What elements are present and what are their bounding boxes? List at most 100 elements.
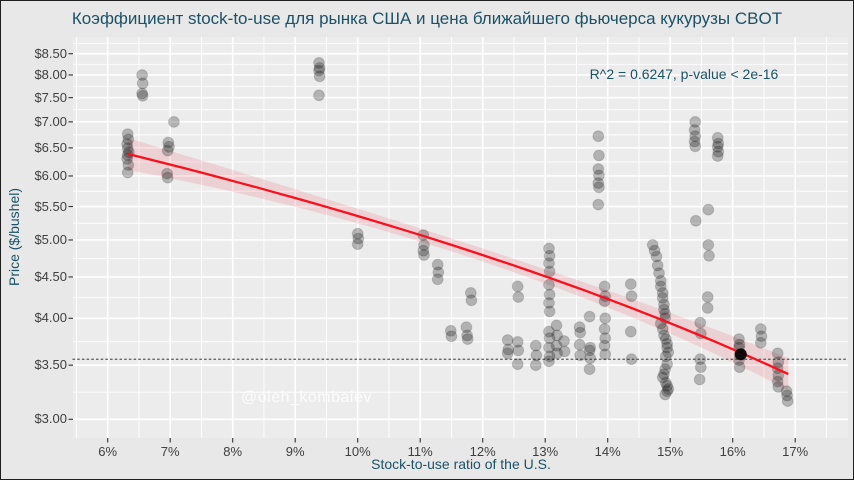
scatter-points	[121, 57, 794, 408]
x-tick-label: 17%	[782, 444, 809, 459]
data-point	[598, 323, 611, 335]
data-point	[656, 292, 669, 304]
data-point	[693, 373, 706, 386]
data-point	[654, 280, 667, 293]
data-point	[781, 395, 794, 408]
data-point	[661, 358, 673, 371]
data-point	[511, 358, 524, 371]
data-point	[755, 330, 768, 343]
trend-line	[127, 152, 789, 376]
data-point	[502, 343, 515, 356]
data-point	[661, 385, 673, 398]
data-point	[780, 385, 793, 398]
data-point	[694, 316, 707, 329]
x-tick-label: 13%	[532, 444, 559, 459]
data-point	[659, 363, 672, 376]
y-tick-label: $7.00	[34, 113, 67, 129]
x-tick-label: 16%	[719, 444, 746, 459]
data-point	[121, 166, 134, 179]
data-point	[431, 258, 444, 271]
data-point	[418, 249, 430, 261]
data-point	[702, 203, 715, 216]
data-point	[551, 329, 563, 342]
data-point	[703, 249, 715, 262]
data-point	[543, 278, 555, 291]
data-point	[689, 116, 702, 128]
data-point	[431, 273, 444, 286]
data-point	[511, 336, 524, 348]
data-point	[501, 334, 514, 346]
data-point	[688, 135, 701, 148]
data-point	[651, 259, 664, 272]
data-point	[161, 171, 174, 184]
data-point	[313, 62, 326, 74]
data-point	[659, 376, 672, 389]
data-point	[543, 341, 555, 354]
highlight-point	[734, 348, 747, 361]
data-point	[593, 149, 605, 162]
y-tick-label: $3.50	[34, 357, 67, 373]
y-tick-label: $8.50	[34, 45, 67, 61]
data-point	[712, 137, 725, 150]
data-point	[656, 323, 669, 335]
data-point	[168, 116, 180, 128]
data-point	[593, 181, 605, 194]
minor-gridlines	[73, 37, 848, 438]
data-point	[543, 332, 556, 345]
data-point	[352, 232, 365, 245]
data-point	[417, 244, 430, 257]
data-point	[662, 346, 675, 359]
data-point	[558, 345, 571, 358]
data-point	[121, 142, 134, 155]
data-point	[583, 344, 596, 357]
data-point	[648, 244, 661, 257]
data-point	[529, 359, 542, 372]
data-point	[711, 131, 724, 144]
data-point	[592, 130, 605, 143]
data-point	[656, 371, 669, 384]
data-point	[592, 198, 605, 211]
data-point	[136, 69, 149, 81]
data-point	[313, 57, 325, 69]
x-axis-label: Stock-to-use ratio of the U.S.	[371, 456, 551, 472]
data-point	[465, 294, 478, 307]
y-tick-label: $7.50	[34, 89, 67, 105]
data-point	[551, 347, 563, 360]
data-point	[550, 319, 563, 332]
x-tick-label: 14%	[594, 444, 621, 459]
data-point	[646, 239, 659, 251]
y-tick-label: $5.50	[34, 198, 67, 214]
data-point	[418, 239, 430, 251]
data-point	[593, 169, 605, 182]
data-point	[512, 344, 525, 357]
data-point	[511, 280, 524, 293]
axis-tick-marks	[68, 53, 796, 443]
x-tick-label: 15%	[657, 444, 684, 459]
data-point	[432, 266, 445, 279]
y-tick-label: $3.00	[34, 411, 67, 427]
data-point	[694, 361, 707, 374]
data-point	[464, 287, 477, 299]
data-point	[733, 333, 745, 346]
data-point	[701, 291, 714, 303]
data-point	[583, 310, 596, 323]
data-point	[772, 356, 785, 369]
data-point	[694, 353, 707, 366]
data-point	[598, 339, 611, 352]
data-point	[444, 324, 457, 337]
data-point	[624, 325, 637, 338]
data-point	[543, 288, 556, 301]
data-point	[122, 159, 135, 171]
data-point	[599, 312, 612, 325]
data-point	[543, 350, 556, 363]
data-point	[573, 321, 586, 334]
data-point	[136, 89, 149, 102]
x-tick-label: 11%	[407, 444, 433, 459]
data-point	[574, 349, 587, 362]
data-point	[558, 335, 570, 347]
data-point	[702, 239, 715, 251]
data-point	[313, 89, 325, 102]
data-point	[659, 308, 672, 320]
